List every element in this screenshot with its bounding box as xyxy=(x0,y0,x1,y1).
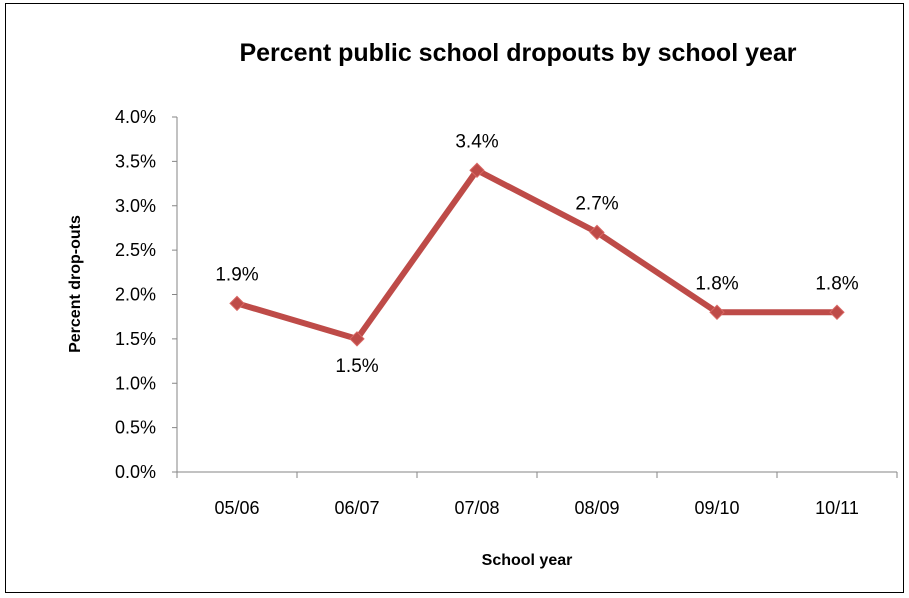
y-axis-title: Percent drop-outs xyxy=(67,215,84,353)
y-tick-label: 3.0% xyxy=(115,196,156,216)
x-tick-label: 05/06 xyxy=(214,498,259,518)
data-label: 3.4% xyxy=(455,131,498,152)
series-group xyxy=(229,162,845,347)
data-labels: 1.9% 1.5% 3.4% 2.7% 1.8% 1.8% xyxy=(215,131,858,377)
x-axis-ticks: 05/06 06/07 07/08 08/09 09/10 10/11 xyxy=(176,472,898,518)
series-line xyxy=(234,167,840,342)
y-tick-label: 2.5% xyxy=(115,240,156,260)
data-point-marker xyxy=(349,331,365,347)
x-tick-label: 07/08 xyxy=(454,498,499,518)
data-point-marker xyxy=(829,304,845,320)
data-point-marker xyxy=(589,224,605,241)
line-chart: Percent public school dropouts by school… xyxy=(67,39,898,569)
y-tick-label: 2.0% xyxy=(115,285,156,305)
data-label: 2.7% xyxy=(575,193,618,214)
y-tick-label: 1.5% xyxy=(115,329,156,349)
data-point-marker xyxy=(709,304,725,320)
y-tick-label: 0.0% xyxy=(115,462,156,482)
data-point-marker xyxy=(229,295,245,312)
data-label: 1.8% xyxy=(815,273,858,294)
data-label: 1.8% xyxy=(695,273,738,294)
y-tick-label: 0.5% xyxy=(115,418,156,438)
data-point-marker xyxy=(469,162,485,178)
chart-title: Percent public school dropouts by school… xyxy=(239,39,796,67)
data-label: 1.9% xyxy=(215,264,258,285)
y-tick-label: 1.0% xyxy=(115,373,156,393)
x-tick-label: 06/07 xyxy=(334,498,379,518)
y-tick-label: 3.5% xyxy=(115,151,156,171)
x-tick-label: 08/09 xyxy=(574,498,619,518)
y-tick-label: 4.0% xyxy=(115,107,156,127)
x-tick-label: 10/11 xyxy=(815,498,859,518)
data-label: 1.5% xyxy=(335,356,378,377)
chart-frame: Percent public school dropouts by school… xyxy=(5,3,904,593)
x-tick-label: 09/10 xyxy=(694,498,739,518)
x-axis-title: School year xyxy=(482,552,573,569)
y-axis-ticks: 0.0% 0.5% 1.0% 1.5% 2.0% 2.5% 3.0% 3.5% 4.0% xyxy=(115,107,177,482)
